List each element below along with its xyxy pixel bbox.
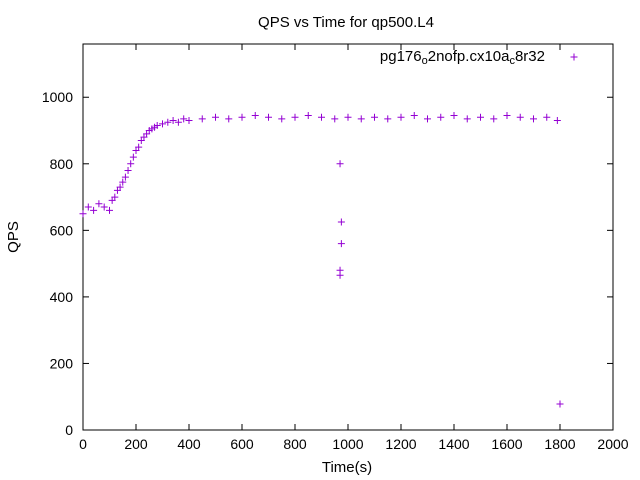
data-point — [265, 113, 272, 121]
data-point — [516, 113, 524, 121]
data-point — [212, 113, 219, 121]
x-tick-label: 800 — [283, 436, 307, 452]
data-point — [371, 113, 378, 121]
data-point — [337, 240, 345, 248]
data-point — [121, 173, 129, 181]
data-point — [129, 153, 137, 161]
data-point — [119, 178, 127, 186]
data-point — [490, 115, 498, 123]
data-point — [424, 115, 431, 123]
data-point — [450, 112, 458, 120]
data-point — [337, 218, 345, 226]
data-point — [180, 115, 188, 123]
x-tick-label: 200 — [124, 436, 148, 452]
data-point — [153, 122, 161, 130]
plot-area-frame — [82, 43, 614, 431]
data-point — [135, 143, 143, 151]
y-axis-label: QPS — [5, 221, 22, 253]
y-tick-label: 200 — [50, 355, 74, 371]
data-point — [331, 115, 339, 123]
data-point — [127, 160, 135, 168]
data-point — [95, 200, 103, 208]
data-point — [437, 113, 445, 121]
data-point — [198, 115, 206, 123]
legend-plus-marker — [570, 53, 578, 61]
x-axis-label: Time(s) — [322, 459, 372, 476]
data-point — [90, 206, 98, 214]
y-tick-label: 600 — [50, 222, 74, 238]
data-point — [278, 115, 286, 123]
chart-title: QPS vs Time for qp500.L4 — [258, 14, 434, 31]
y-tick-label: 800 — [50, 156, 74, 172]
y-tick-label: 1000 — [42, 89, 73, 105]
y-tick-label: 400 — [50, 289, 74, 305]
data-point — [543, 113, 551, 121]
data-points — [79, 112, 564, 408]
x-tick-label: 1800 — [544, 436, 575, 452]
x-tick-label: 1400 — [438, 436, 469, 452]
x-tick-label: 1200 — [385, 436, 416, 452]
x-tick-label: 600 — [230, 436, 254, 452]
data-point — [174, 118, 182, 126]
data-point — [185, 117, 193, 125]
x-tick-label: 0 — [79, 436, 87, 452]
data-point — [553, 117, 561, 125]
x-tick-label: 2000 — [597, 436, 628, 452]
data-point — [79, 210, 87, 218]
data-point — [106, 206, 113, 214]
x-tick-label: 1000 — [332, 436, 363, 452]
data-point — [84, 203, 92, 211]
data-point — [169, 117, 177, 125]
data-point — [124, 166, 132, 174]
x-tick-label: 1600 — [491, 436, 522, 452]
data-point — [164, 118, 172, 126]
data-point — [477, 113, 484, 121]
y-tick-label: 0 — [65, 422, 73, 438]
data-point — [336, 271, 344, 279]
legend-marker — [570, 53, 578, 61]
data-point — [159, 120, 166, 128]
data-point — [357, 115, 365, 123]
data-point — [344, 113, 352, 121]
data-point — [463, 115, 471, 123]
axes: 0 200 400 600 800 1000 1200 1400 1600 1800 2000 0 20… — [42, 44, 629, 452]
data-point — [503, 112, 511, 120]
data-point — [556, 400, 564, 408]
x-tick-label: 400 — [177, 436, 201, 452]
data-point — [304, 112, 312, 120]
data-point — [336, 160, 344, 168]
data-point — [251, 112, 259, 120]
data-point — [116, 183, 124, 191]
data-point — [410, 112, 418, 120]
data-point — [238, 113, 246, 121]
legend-label: pg176o2nofp.cx10ac8r32 — [380, 48, 545, 67]
data-point — [384, 115, 392, 123]
data-point — [100, 203, 108, 211]
data-point — [318, 113, 325, 121]
data-point — [111, 193, 119, 201]
data-point — [291, 113, 299, 121]
data-point — [530, 115, 537, 123]
data-point — [397, 113, 405, 121]
legend: pg176o2nofp.cx10ac8r32 — [380, 48, 578, 67]
data-point — [225, 115, 233, 123]
